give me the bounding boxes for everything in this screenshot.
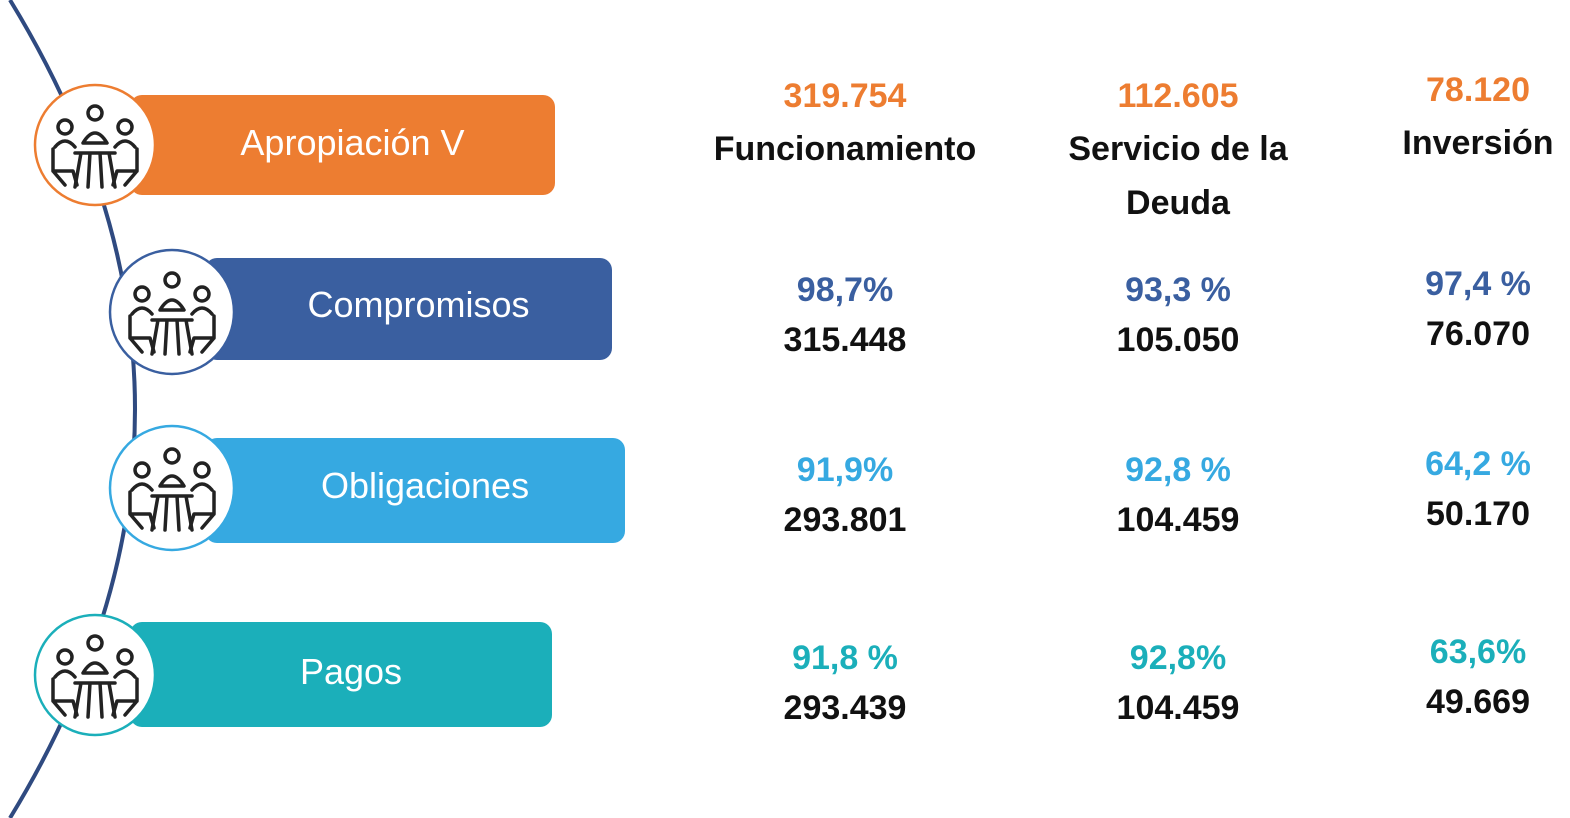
cell-percent: 97,4 % — [1425, 265, 1531, 303]
cell-percent: 92,8 % — [1125, 451, 1231, 489]
cell-percent: 63,6% — [1429, 633, 1527, 671]
cell-amount: 76.070 — [1426, 315, 1530, 353]
stage-label: Pagos — [299, 651, 403, 692]
stage-banner — [130, 95, 555, 195]
stage-icon — [33, 83, 157, 207]
cell-amount: 104.459 — [1116, 501, 1240, 539]
stage-icon — [108, 424, 236, 552]
cell-amount: 315.448 — [783, 321, 907, 359]
cell-amount: 293.801 — [783, 501, 907, 539]
cell-amount: 293.439 — [783, 689, 907, 727]
column-amount: 319.754 — [783, 77, 907, 115]
column-label: Inversión — [1402, 124, 1554, 162]
column-amount: 78.120 — [1426, 71, 1530, 109]
column-label: Funcionamiento — [713, 130, 977, 168]
column-label: Servicio de la Deuda — [1068, 130, 1288, 222]
stage-banner — [205, 438, 625, 543]
stage-icon — [108, 248, 236, 376]
cell-amount: 104.459 — [1116, 689, 1240, 727]
cell-amount: 49.669 — [1426, 683, 1530, 721]
stage-label: Compromisos — [307, 284, 530, 325]
stage-label: Obligaciones — [320, 465, 530, 506]
cell-amount: 50.170 — [1426, 495, 1530, 533]
stage-banner — [130, 622, 552, 727]
cell-percent: 93,3 % — [1125, 271, 1231, 309]
cell-percent: 91,8 % — [792, 639, 898, 677]
cell-amount: 105.050 — [1116, 321, 1240, 359]
column-amount: 112.605 — [1117, 77, 1239, 115]
cell-percent: 64,2 % — [1425, 445, 1531, 483]
cell-percent: 92,8% — [1129, 639, 1227, 677]
stage-label: Apropiación V — [240, 122, 465, 163]
cell-percent: 91,9% — [796, 451, 894, 489]
stage-banner — [205, 258, 612, 360]
stage-icon — [33, 613, 157, 737]
cell-percent: 98,7% — [796, 271, 894, 309]
